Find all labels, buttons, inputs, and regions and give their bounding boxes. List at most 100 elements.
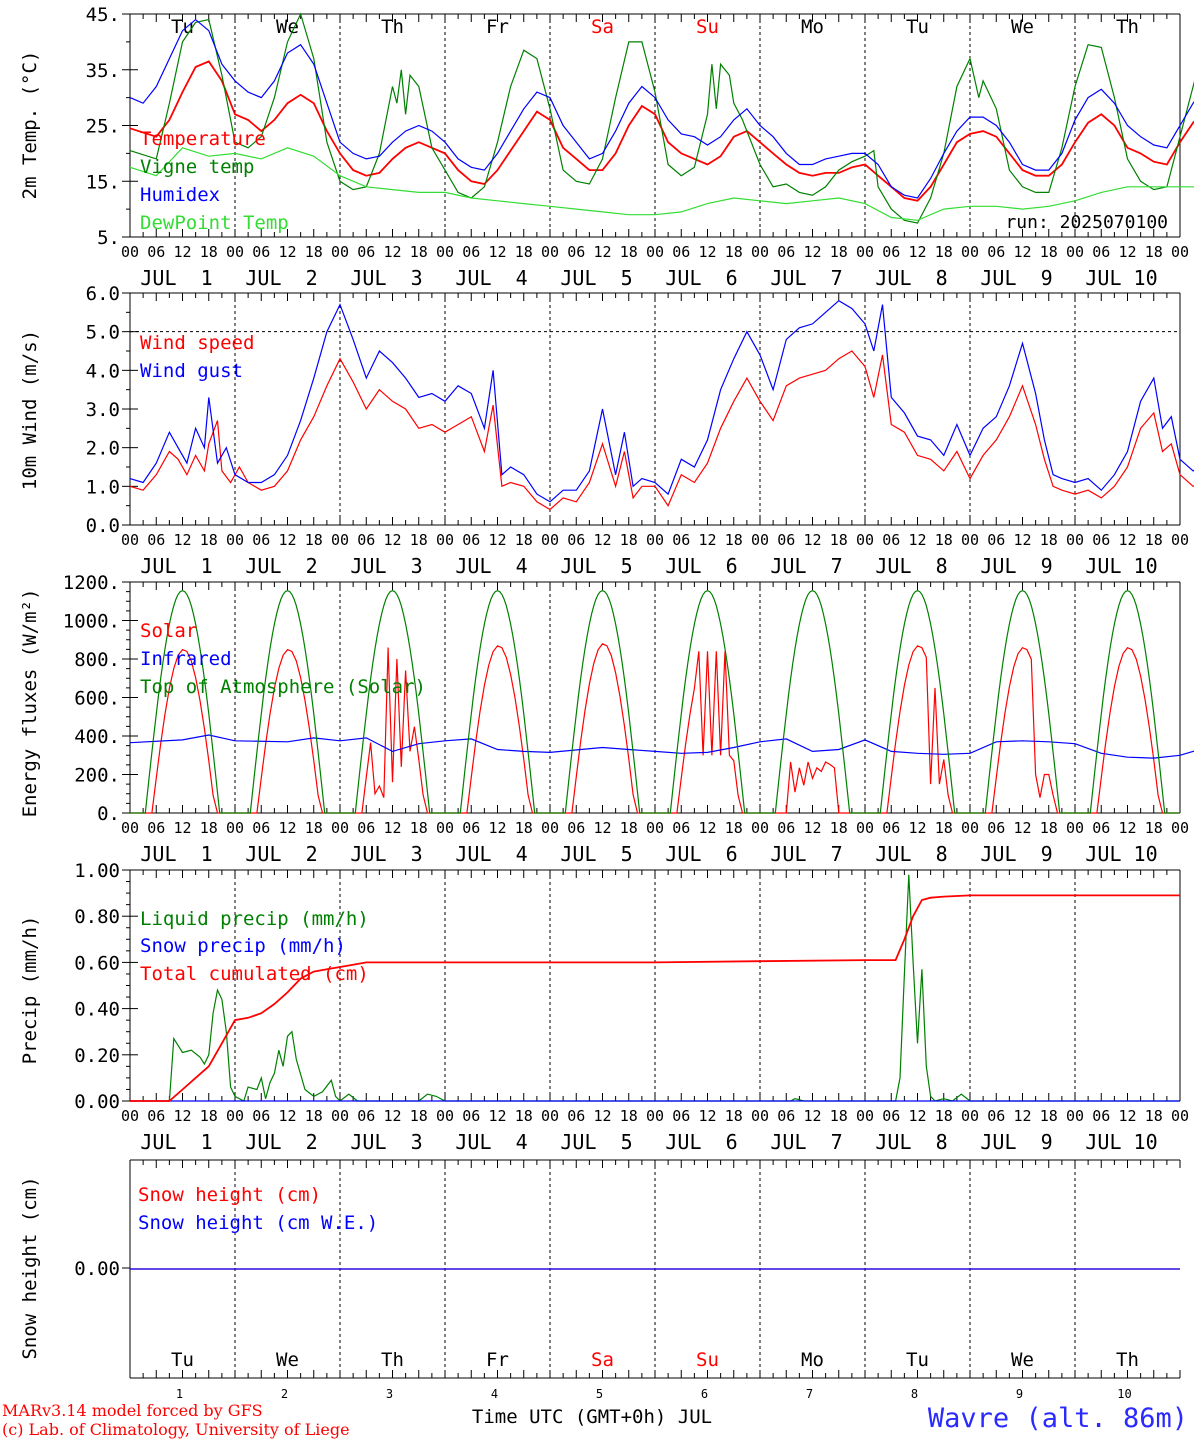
hour-tick-label: 12 bbox=[803, 819, 821, 837]
date-label: JUL 4 bbox=[455, 554, 527, 578]
hour-tick-label: 06 bbox=[1092, 531, 1110, 549]
legend-solar: Solar bbox=[140, 620, 197, 642]
series-line-wind-gust bbox=[129, 299, 1194, 503]
hour-tick-label: 00 bbox=[646, 243, 664, 261]
hour-tick-label: 12 bbox=[488, 531, 506, 549]
date-label: JUL 7 bbox=[770, 1130, 842, 1154]
day-number-label: 10 bbox=[1117, 1387, 1131, 1401]
hour-tick-label: 12 bbox=[383, 819, 401, 837]
hour-tick-label: 06 bbox=[672, 531, 690, 549]
hour-tick-label: 18 bbox=[305, 1107, 323, 1125]
hour-tick-label: 12 bbox=[173, 819, 191, 837]
hour-tick-label: 06 bbox=[882, 531, 900, 549]
date-label: JUL 10 bbox=[1085, 266, 1157, 290]
hour-tick-label: 18 bbox=[935, 1107, 953, 1125]
hour-tick-label: 06 bbox=[777, 1107, 795, 1125]
y-tick-label: 5. bbox=[97, 227, 120, 249]
hour-tick-label: 00 bbox=[541, 531, 559, 549]
hour-tick-label: 18 bbox=[200, 243, 218, 261]
hour-tick-label: 00 bbox=[121, 1107, 139, 1125]
date-label: JUL 5 bbox=[560, 266, 632, 290]
date-label: JUL 2 bbox=[245, 554, 317, 578]
hour-tick-label: 06 bbox=[987, 531, 1005, 549]
day-number-label: 7 bbox=[806, 1387, 813, 1401]
hour-tick-label: 18 bbox=[620, 819, 638, 837]
hour-tick-label: 12 bbox=[1013, 531, 1031, 549]
hour-tick-label: 00 bbox=[961, 243, 979, 261]
hour-tick-label: 12 bbox=[1013, 243, 1031, 261]
hour-tick-label: 00 bbox=[751, 243, 769, 261]
hour-tick-label: 00 bbox=[121, 819, 139, 837]
hour-tick-label: 06 bbox=[147, 531, 165, 549]
day-name-bottom: Tu bbox=[171, 1349, 194, 1371]
hour-tick-label: 12 bbox=[698, 1107, 716, 1125]
day-name-bottom: Fr bbox=[486, 1349, 509, 1371]
hour-tick-label: 12 bbox=[1118, 819, 1136, 837]
date-label: JUL 6 bbox=[665, 1130, 737, 1154]
hour-tick-label: 12 bbox=[278, 243, 296, 261]
hour-tick-label: 06 bbox=[462, 1107, 480, 1125]
y-tick-label: 0.60 bbox=[74, 952, 120, 974]
hour-tick-label: 18 bbox=[725, 1107, 743, 1125]
footer-model: MARv3.14 model forced by GFS bbox=[2, 1401, 263, 1420]
ylabel-precip: Precip (mm/h) bbox=[19, 916, 41, 1065]
hour-tick-label: 06 bbox=[567, 243, 585, 261]
hour-tick-label: 12 bbox=[1118, 1107, 1136, 1125]
hour-tick-label: 18 bbox=[410, 243, 428, 261]
hour-tick-label: 18 bbox=[1145, 1107, 1163, 1125]
hour-tick-label: 06 bbox=[567, 1107, 585, 1125]
hour-tick-label: 06 bbox=[252, 243, 270, 261]
day-name-bottom: Sa bbox=[591, 1349, 614, 1371]
y-tick-label: 45. bbox=[86, 4, 120, 26]
series-line-dewpoint-temp bbox=[129, 147, 1194, 221]
hour-tick-label: 18 bbox=[725, 243, 743, 261]
legend-snow-height-we: Snow height (cm W.E.) bbox=[138, 1212, 378, 1234]
hour-tick-label: 00 bbox=[331, 243, 349, 261]
hour-tick-label: 00 bbox=[436, 531, 454, 549]
hour-tick-label: 00 bbox=[646, 819, 664, 837]
day-number-label: 9 bbox=[1016, 1387, 1023, 1401]
hour-tick-label: 06 bbox=[1092, 243, 1110, 261]
hour-tick-label: 12 bbox=[698, 243, 716, 261]
hour-tick-label: 00 bbox=[226, 243, 244, 261]
y-tick-label: 0.00 bbox=[74, 1091, 120, 1113]
run-label: run: 2025070100 bbox=[1005, 212, 1168, 233]
date-label: JUL 4 bbox=[455, 842, 527, 866]
hour-tick-label: 18 bbox=[410, 1107, 428, 1125]
hour-tick-label: 12 bbox=[383, 243, 401, 261]
hour-tick-label: 18 bbox=[935, 531, 953, 549]
y-tick-label: 1000. bbox=[63, 611, 120, 633]
hour-tick-label: 00 bbox=[751, 531, 769, 549]
date-label: JUL 2 bbox=[245, 1130, 317, 1154]
hour-tick-label: 18 bbox=[200, 1107, 218, 1125]
date-label: JUL 7 bbox=[770, 554, 842, 578]
legend-toa-solar: Top of Atmosphere (Solar) bbox=[140, 676, 426, 698]
hour-tick-label: 18 bbox=[515, 243, 533, 261]
date-label: JUL 10 bbox=[1085, 554, 1157, 578]
hour-tick-label: 00 bbox=[436, 819, 454, 837]
hour-tick-label: 00 bbox=[436, 1107, 454, 1125]
hour-tick-label: 06 bbox=[672, 243, 690, 261]
date-label: JUL 8 bbox=[875, 554, 947, 578]
hour-tick-label: 18 bbox=[515, 819, 533, 837]
hour-tick-label: 18 bbox=[620, 531, 638, 549]
ylabel-temperature: 2m Temp. (°C) bbox=[19, 51, 41, 200]
hour-tick-label: 00 bbox=[961, 1107, 979, 1125]
hour-tick-label: 00 bbox=[751, 819, 769, 837]
hour-tick-label: 06 bbox=[567, 531, 585, 549]
hour-tick-label: 00 bbox=[226, 819, 244, 837]
date-label: JUL 2 bbox=[245, 842, 317, 866]
date-label: JUL 4 bbox=[455, 1130, 527, 1154]
hour-tick-label: 00 bbox=[1066, 243, 1084, 261]
hour-tick-label: 12 bbox=[698, 531, 716, 549]
y-tick-label: 4.0 bbox=[86, 360, 120, 382]
hour-tick-label: 18 bbox=[830, 531, 848, 549]
hour-tick-label: 18 bbox=[1145, 531, 1163, 549]
date-label: JUL 3 bbox=[350, 1130, 422, 1154]
ylabel-snow: Snow height (cm) bbox=[19, 1176, 41, 1359]
hour-tick-label: 18 bbox=[1040, 819, 1058, 837]
date-label: JUL 6 bbox=[665, 266, 737, 290]
hour-tick-label: 18 bbox=[620, 243, 638, 261]
hour-tick-label: 18 bbox=[305, 819, 323, 837]
